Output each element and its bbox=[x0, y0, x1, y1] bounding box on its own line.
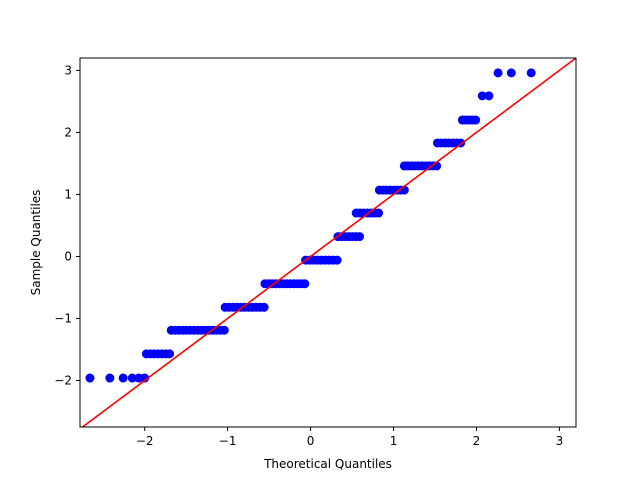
x-tick-label: 3 bbox=[556, 434, 564, 448]
x-tick-label: −2 bbox=[136, 434, 154, 448]
data-points bbox=[85, 68, 536, 383]
data-point bbox=[484, 91, 494, 101]
y-tick-label: 2 bbox=[64, 125, 72, 139]
x-axis-label: Theoretical Quantiles bbox=[263, 457, 392, 471]
data-point bbox=[85, 373, 95, 383]
data-point bbox=[493, 68, 503, 78]
data-point bbox=[219, 325, 229, 335]
data-point bbox=[471, 115, 481, 125]
data-point bbox=[259, 302, 269, 312]
x-axis-ticks: −2 −1 0 1 2 3 bbox=[136, 427, 563, 448]
x-tick-label: 1 bbox=[390, 434, 398, 448]
y-tick-label: 0 bbox=[64, 249, 72, 263]
data-point bbox=[332, 255, 342, 265]
x-tick-label: −1 bbox=[219, 434, 237, 448]
data-point bbox=[300, 279, 310, 289]
data-point bbox=[105, 373, 115, 383]
x-tick-label: 2 bbox=[473, 434, 481, 448]
y-tick-label: 3 bbox=[64, 63, 72, 77]
plot-frame bbox=[79, 57, 577, 428]
data-point bbox=[118, 373, 128, 383]
data-point bbox=[526, 68, 536, 78]
data-point bbox=[374, 208, 384, 218]
reference-line-group bbox=[82, 57, 577, 428]
data-point bbox=[355, 232, 365, 242]
y-axis-label: Sample Quantiles bbox=[29, 190, 43, 296]
reference-line bbox=[82, 57, 577, 428]
x-tick-label: 0 bbox=[307, 434, 315, 448]
y-tick-label: −2 bbox=[54, 373, 72, 387]
y-axis-ticks: −2 −1 0 1 2 3 bbox=[54, 63, 80, 387]
data-point bbox=[506, 68, 516, 78]
data-point bbox=[165, 349, 175, 359]
y-tick-label: −1 bbox=[54, 311, 72, 325]
y-tick-label: 1 bbox=[64, 187, 72, 201]
